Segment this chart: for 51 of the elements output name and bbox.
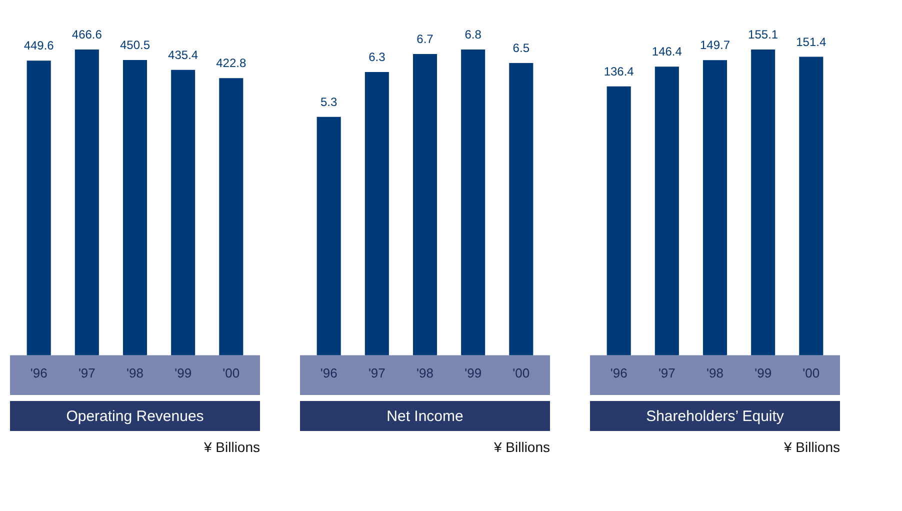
bar xyxy=(122,60,148,356)
x-tick-label: '99 xyxy=(754,366,772,380)
bar xyxy=(606,86,631,356)
bar xyxy=(509,62,534,356)
text: ¥ Billions xyxy=(782,439,840,455)
data-label: 435.4 xyxy=(168,48,198,62)
data-label: 149.7 xyxy=(700,38,730,52)
x-tick-label: '96 xyxy=(610,366,628,380)
x-tick-label: '97 xyxy=(78,366,96,380)
text: Shareholders’ Equity xyxy=(646,408,784,425)
x-tick-label: '97 xyxy=(658,366,676,380)
x-tick-label: '96 xyxy=(30,366,48,380)
data-label: 450.5 xyxy=(120,38,150,52)
data-label: 136.4 xyxy=(604,64,634,78)
data-label: 155.1 xyxy=(748,27,778,42)
bar xyxy=(171,70,196,356)
data-label: 151.4 xyxy=(796,34,826,49)
x-tick-label: '00 xyxy=(512,366,530,380)
bar xyxy=(74,49,99,356)
data-label: 146.4 xyxy=(652,44,682,59)
data-label: 6.3 xyxy=(368,50,386,64)
text: ¥ Billions xyxy=(202,439,260,455)
x-tick-label: '98 xyxy=(706,366,724,380)
x-tick-label: '98 xyxy=(416,366,434,380)
data-label: 5.3 xyxy=(320,94,338,109)
x-tick-label: '00 xyxy=(222,366,240,380)
bar xyxy=(702,60,728,356)
data-label: 466.6 xyxy=(72,27,102,42)
text: Net Income xyxy=(386,408,464,425)
x-tick-label: '97 xyxy=(368,366,386,380)
text: Operating Revenues xyxy=(66,408,204,425)
x-tick-label: '98 xyxy=(126,366,144,380)
x-tick-label: '96 xyxy=(320,366,338,380)
data-label: 422.8 xyxy=(216,56,246,70)
bar xyxy=(751,49,776,356)
x-tick-label: '00 xyxy=(802,366,820,380)
data-label: 6.5 xyxy=(512,40,530,55)
data-label: 449.6 xyxy=(24,38,54,53)
x-tick-label: '99 xyxy=(174,366,192,380)
data-label: 6.7 xyxy=(416,32,434,46)
bar xyxy=(412,54,438,356)
bar xyxy=(219,78,244,356)
bar xyxy=(364,72,389,356)
data-label: 6.8 xyxy=(464,27,482,42)
x-tick-label: '99 xyxy=(464,366,482,380)
text: ¥ Billions xyxy=(492,439,550,455)
bar xyxy=(316,116,341,356)
bar xyxy=(799,56,824,356)
bar xyxy=(654,66,679,356)
bar xyxy=(26,60,51,356)
bar xyxy=(461,49,486,356)
